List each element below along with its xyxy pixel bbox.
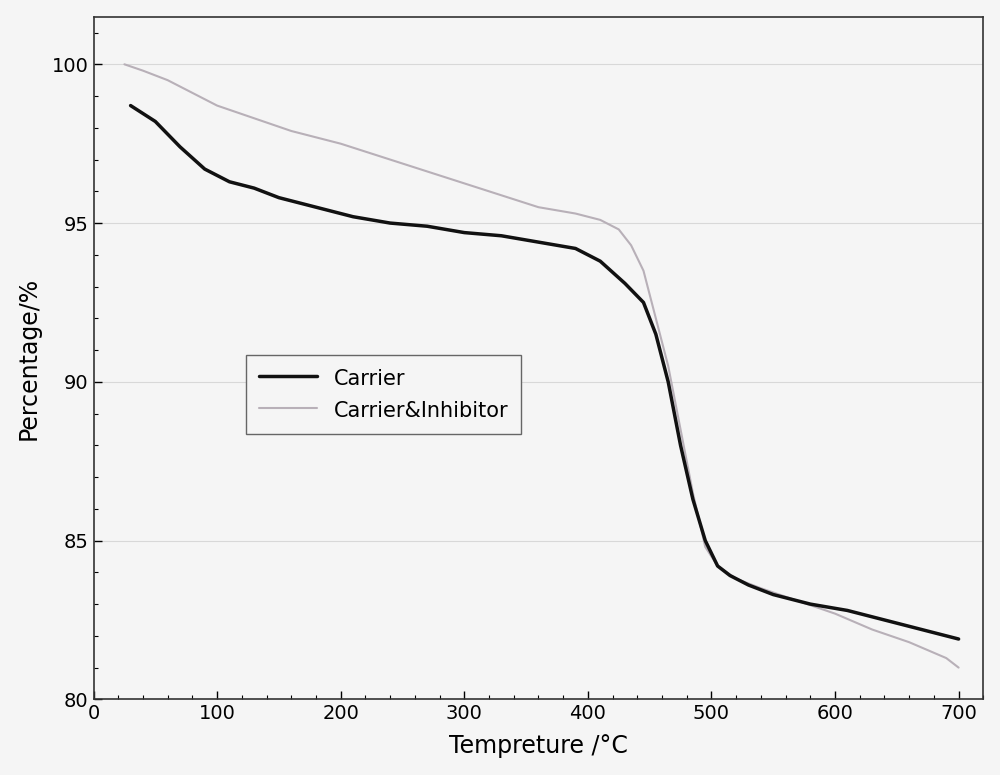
X-axis label: Tempreture /°C: Tempreture /°C (449, 735, 628, 758)
Carrier&Inhibitor (755, 584, 767, 593)
Carrier&Inhibitor (594, 215, 606, 225)
Carrier&Inhibitor (625, 241, 637, 250)
Carrier (421, 222, 433, 231)
Carrier (532, 237, 544, 246)
Carrier (767, 590, 779, 599)
Line: Carrier: Carrier (131, 105, 959, 639)
Carrier&Inhibitor (434, 170, 446, 180)
Carrier (125, 101, 137, 110)
Y-axis label: Percentage/%: Percentage/% (17, 277, 41, 439)
Carrier&Inhibitor (384, 155, 396, 164)
Carrier&Inhibitor (248, 114, 260, 123)
Carrier&Inhibitor (687, 488, 699, 498)
Carrier&Inhibitor (613, 225, 625, 234)
Carrier&Inhibitor (211, 101, 223, 110)
Carrier (841, 606, 853, 615)
Carrier&Inhibitor (866, 625, 878, 634)
Carrier&Inhibitor (186, 88, 198, 98)
Carrier (743, 580, 755, 590)
Carrier&Inhibitor (730, 574, 742, 584)
Carrier (650, 329, 662, 339)
Carrier (619, 279, 631, 288)
Carrier (687, 494, 699, 504)
Carrier (594, 257, 606, 266)
Carrier&Inhibitor (637, 266, 649, 275)
Carrier&Inhibitor (137, 66, 149, 75)
Carrier (675, 441, 687, 450)
Carrier (322, 205, 334, 215)
Carrier (298, 199, 310, 208)
Carrier (384, 219, 396, 228)
Carrier&Inhibitor (829, 609, 841, 618)
Carrier (149, 117, 161, 126)
Carrier&Inhibitor (532, 202, 544, 212)
Carrier (916, 625, 928, 634)
Carrier (712, 561, 724, 570)
Carrier&Inhibitor (662, 361, 674, 370)
Carrier&Inhibitor (953, 663, 965, 672)
Carrier&Inhibitor (483, 187, 495, 196)
Carrier&Inhibitor (162, 75, 174, 84)
Carrier&Inhibitor (940, 653, 952, 663)
Carrier&Inhibitor (335, 139, 347, 148)
Carrier (248, 184, 260, 193)
Carrier&Inhibitor (285, 126, 297, 136)
Carrier (495, 231, 507, 240)
Carrier (347, 212, 359, 222)
Carrier (637, 298, 649, 307)
Carrier (223, 177, 235, 187)
Carrier&Inhibitor (675, 425, 687, 434)
Carrier (953, 635, 965, 644)
Carrier (804, 599, 816, 608)
Carrier (724, 571, 736, 580)
Carrier&Inhibitor (792, 596, 804, 605)
Carrier&Inhibitor (712, 561, 724, 570)
Carrier&Inhibitor (569, 209, 581, 219)
Carrier&Inhibitor (118, 60, 130, 69)
Carrier&Inhibitor (903, 638, 915, 647)
Legend: Carrier, Carrier&Inhibitor: Carrier, Carrier&Inhibitor (246, 355, 521, 433)
Carrier (199, 164, 211, 174)
Line: Carrier&Inhibitor: Carrier&Inhibitor (124, 64, 959, 667)
Carrier (273, 193, 285, 202)
Carrier (174, 142, 186, 151)
Carrier (878, 615, 890, 625)
Carrier (699, 536, 711, 546)
Carrier&Inhibitor (699, 542, 711, 552)
Carrier (458, 228, 470, 237)
Carrier (662, 377, 674, 387)
Carrier (569, 244, 581, 253)
Carrier&Inhibitor (650, 314, 662, 323)
